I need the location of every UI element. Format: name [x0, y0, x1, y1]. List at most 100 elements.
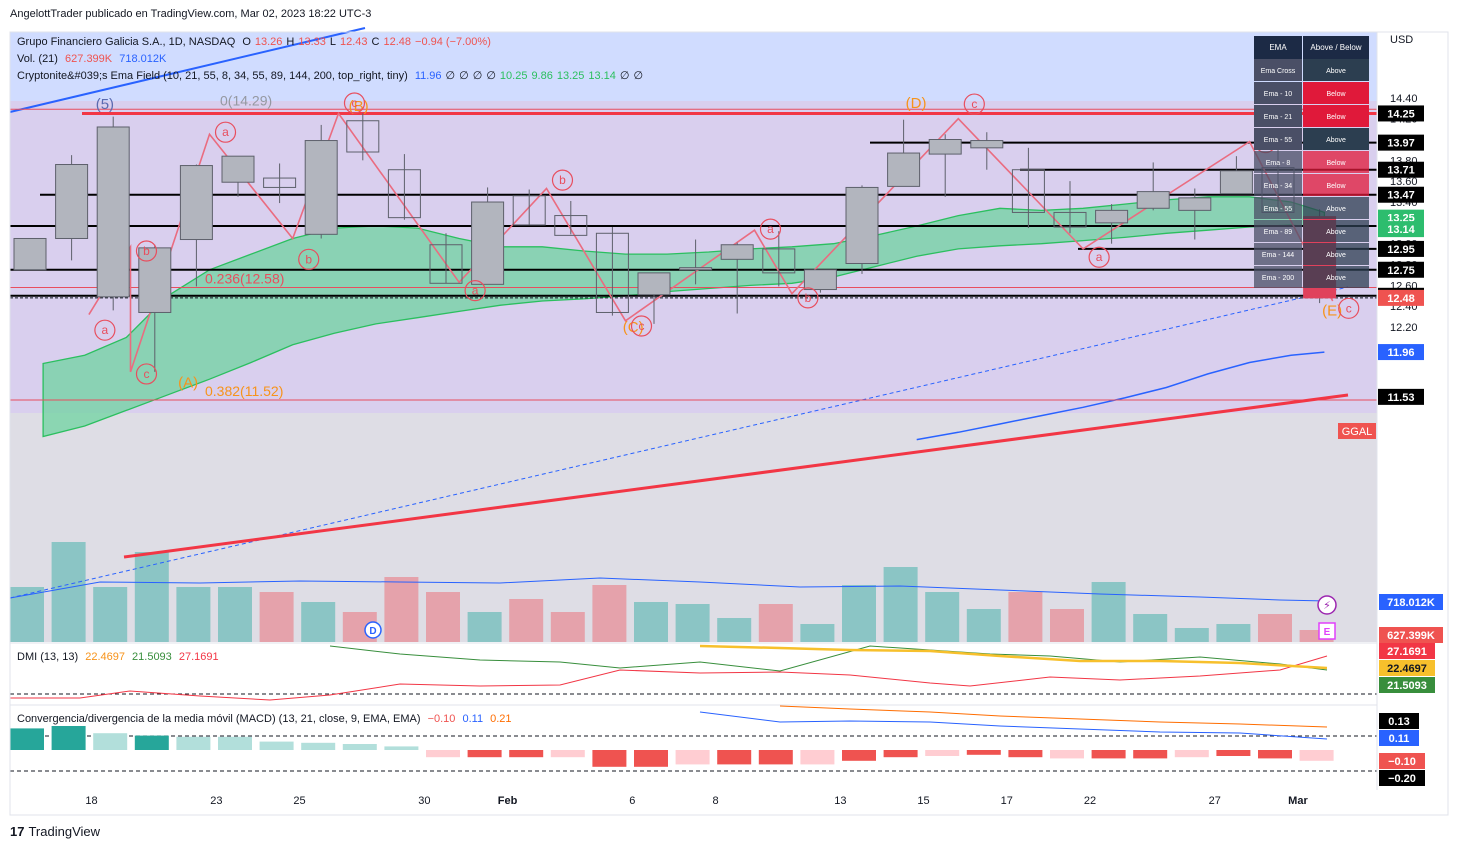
legend-ema-value: 11.96 — [414, 70, 442, 82]
volume-bar — [93, 587, 128, 642]
price-badge-text: 14.25 — [1387, 108, 1415, 120]
price-badge: 14.25 — [1378, 105, 1424, 122]
flash-icon[interactable]: ⚡ — [1317, 595, 1337, 615]
candle-body-up — [304, 140, 338, 235]
price-badge-bg — [1378, 161, 1424, 178]
ema-table-cell — [1254, 59, 1302, 81]
price-badge-text: 13.47 — [1387, 190, 1415, 202]
candle-body-down — [346, 120, 380, 153]
ema-table-status-cell — [1303, 105, 1369, 127]
ema-table-status-cell — [1303, 82, 1369, 104]
ema-table-status: Above — [1326, 137, 1346, 144]
time-tick-label: 27 — [1209, 795, 1221, 807]
hist-badge: −0.10 — [1388, 756, 1416, 768]
ema-table-status-cell — [1303, 243, 1369, 265]
volume-bar — [966, 609, 1001, 642]
macd-level-neg020: −0.20 — [1388, 773, 1416, 785]
candle — [1095, 204, 1129, 244]
ema-table-header-cell — [1254, 36, 1302, 59]
wave-label: (D) — [906, 95, 927, 112]
candle — [429, 233, 463, 284]
wave-circle-text: c — [143, 367, 149, 381]
candle-body-down — [762, 248, 796, 274]
wave-circle — [551, 169, 574, 191]
ema-table-name: Ema - 21 — [1264, 114, 1293, 121]
volume-bar — [218, 587, 252, 642]
ema-table-status-cell — [1303, 266, 1369, 288]
ema-table-status-cell — [1303, 59, 1369, 81]
macd-histogram-bar — [509, 750, 544, 758]
symbol-tag-bg — [1338, 423, 1376, 439]
legend-ema-value: ∅ — [472, 70, 483, 82]
legend-vol1: 627.399K — [65, 53, 113, 65]
volume-bar — [1008, 592, 1043, 642]
legend-ema-value: ∅ — [633, 70, 644, 82]
svg-text:D: D — [369, 626, 376, 637]
volume-bar — [925, 592, 960, 642]
legend-ema-values: 11.96 ∅ ∅ ∅ ∅ 10.25 9.86 13.25 13.14 ∅ ∅ — [415, 70, 647, 82]
price-badge-text: 13.71 — [1387, 165, 1415, 177]
dividend-marker[interactable]: D — [364, 621, 382, 639]
volume-bar — [800, 624, 835, 642]
candle — [13, 237, 47, 271]
ema-table-header-text: Above / Below — [1310, 43, 1361, 52]
ema-table-cell — [1254, 266, 1302, 288]
candle-body-up — [13, 237, 47, 271]
price-badge-text: 12.95 — [1387, 244, 1415, 256]
volume-bar — [550, 612, 585, 642]
ema-table-header-text: EMA — [1269, 43, 1287, 52]
ema-table-status-cell — [1303, 220, 1369, 242]
candle — [263, 163, 297, 204]
candle-body-up — [471, 201, 505, 285]
ema-table-name: Ema - 89 — [1264, 229, 1293, 236]
vol-badge-627: 627.399K — [1387, 630, 1435, 642]
price-badge-text: 12.48 — [1387, 293, 1415, 305]
time-tick-label: 22 — [1084, 795, 1096, 807]
legend-ema-value: 9.86 — [531, 70, 553, 82]
macd-histogram-bar — [1050, 750, 1084, 759]
time-axis[interactable]: 18 23 25 30 Feb 6 8 13 15 17 22 27 Mar — [85, 795, 1308, 807]
macd-histogram-bar — [1299, 750, 1334, 761]
macd-histogram-bar — [800, 750, 835, 765]
macd-histogram-bar — [134, 735, 169, 750]
candle — [471, 187, 505, 285]
wave-circle-label: c — [135, 363, 158, 385]
wave-circle-text: c — [971, 97, 977, 111]
wave-circle — [963, 93, 985, 115]
time-tick-label: 13 — [834, 795, 846, 807]
price-badge-bg — [1378, 388, 1424, 405]
time-tick-label: Feb — [498, 795, 518, 807]
tradingview-logo[interactable]: 17 TradingView — [10, 824, 101, 839]
candle — [1219, 156, 1253, 195]
rising-trendline — [123, 393, 1349, 559]
price-badge-text: 11.53 — [1388, 392, 1415, 404]
legend-ema-value: ∅ — [486, 70, 496, 82]
earnings-marker[interactable]: E — [1318, 622, 1336, 640]
wave-circle-label: c — [343, 92, 366, 114]
candle-body-down — [429, 244, 463, 284]
wave-circle-label: a — [464, 279, 486, 302]
wave-circle — [343, 92, 366, 114]
candle-body-down — [554, 215, 588, 236]
wave-circle-label: a — [1088, 246, 1110, 268]
price-badge-bg — [1378, 261, 1424, 278]
wave-circle — [1088, 246, 1110, 268]
candle-body-up — [1095, 209, 1129, 224]
legend-ema-value: ∅ — [459, 70, 469, 82]
volume-bar — [426, 592, 460, 642]
wave-circle-label: b — [797, 287, 819, 309]
candle-body-down — [387, 169, 421, 219]
candle — [637, 272, 671, 324]
wave-label: (E) — [1322, 302, 1342, 319]
macd-histogram-bar — [342, 744, 377, 750]
candle-body-down — [1053, 211, 1087, 228]
ema-table-cell — [1254, 128, 1302, 150]
wave-circle — [759, 218, 782, 240]
ema-table-status: Above — [1326, 252, 1346, 259]
candle-body-up — [1219, 170, 1253, 195]
volume-bar — [176, 587, 211, 642]
legend-symbol: Grupo Financiero Galicia S.A., 1D, NASDA… — [17, 36, 236, 48]
wave-circle — [214, 121, 237, 143]
volume-bar — [883, 567, 918, 642]
